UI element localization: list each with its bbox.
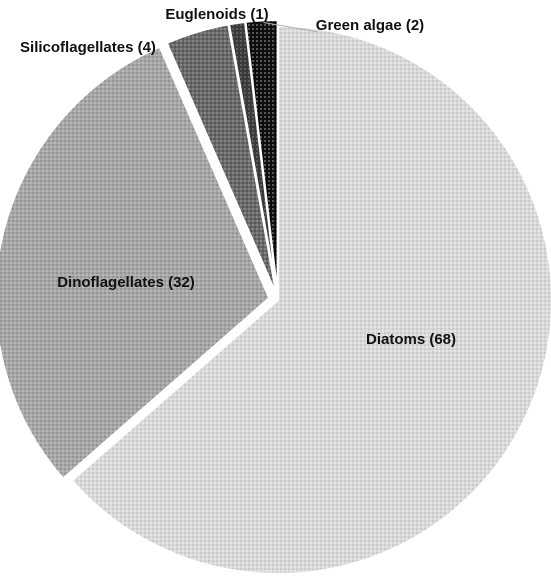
slice-label-green-algae: Green algae (2) (316, 17, 424, 34)
slice-label-diatoms: Diatoms (68) (366, 331, 456, 348)
slice-label-dinoflagellates: Dinoflagellates (32) (57, 274, 195, 291)
pie-slice-green-algae (244, 19, 279, 295)
slice-label-euglenoids: Euglenoids (1) (165, 6, 268, 23)
slice-label-silicoflagellates: Silicoflagellates (4) (20, 39, 156, 56)
pie-slices (0, 19, 551, 575)
pie-slice-dinoflagellates (0, 45, 271, 480)
leader-lines (263, 21, 319, 33)
leader-line-green-algae (263, 21, 319, 33)
pie-slice-diatoms (70, 24, 551, 575)
